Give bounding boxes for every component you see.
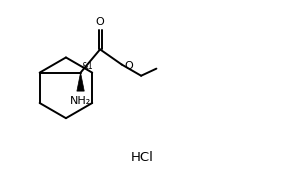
Text: NH₂: NH₂ [70, 96, 91, 106]
Text: &1: &1 [82, 62, 94, 71]
Text: HCl: HCl [131, 151, 154, 164]
Text: O: O [96, 17, 105, 27]
Text: O: O [125, 61, 134, 71]
Polygon shape [77, 73, 84, 91]
